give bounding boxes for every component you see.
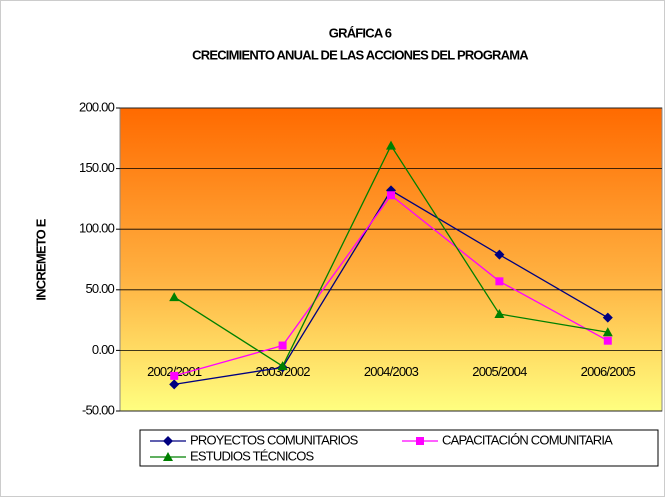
legend — [139, 429, 659, 467]
point — [277, 361, 288, 371]
legend-label: CAPACITACIÓN COMUNITARIA — [442, 432, 613, 447]
y-tick-label: 200.00 — [79, 99, 115, 114]
point — [602, 327, 613, 337]
point — [169, 292, 180, 302]
point — [494, 309, 505, 319]
point — [494, 249, 505, 260]
legend-label: PROYECTOS COMUNITARIOS — [190, 432, 359, 447]
legend-label: ESTUDIOS TÉCNICOS — [190, 448, 315, 463]
point — [169, 379, 180, 390]
x-tick-label: 2005/2004 — [472, 364, 527, 379]
x-tick-label: 2004/2003 — [364, 364, 419, 379]
y-tick-label: 150.00 — [79, 160, 115, 175]
point — [602, 312, 613, 323]
point — [387, 191, 395, 200]
x-tick-label: 2006/2005 — [581, 364, 636, 379]
chart-title: GRÁFICA 6 — [329, 25, 392, 40]
chart-subtitle: CRECIMIENTO ANUAL DE LAS ACCIONES DEL PR… — [192, 47, 529, 62]
legend-marker — [163, 452, 173, 461]
x-tick-label: 2002/2001 — [147, 364, 202, 379]
y-tick-label: 50.00 — [85, 281, 114, 296]
y-axis-label: INCREMETO E — [33, 218, 48, 300]
point — [386, 140, 396, 150]
point — [170, 371, 179, 380]
legend-marker — [416, 437, 424, 445]
legend-marker — [163, 436, 173, 446]
point — [278, 341, 287, 350]
plot-area — [119, 107, 663, 412]
y-tick-label: 0.00 — [92, 342, 115, 357]
point — [495, 277, 504, 286]
y-tick-label: -50.00 — [82, 402, 115, 417]
point — [603, 336, 612, 345]
y-tick-label: 100.00 — [79, 221, 115, 236]
